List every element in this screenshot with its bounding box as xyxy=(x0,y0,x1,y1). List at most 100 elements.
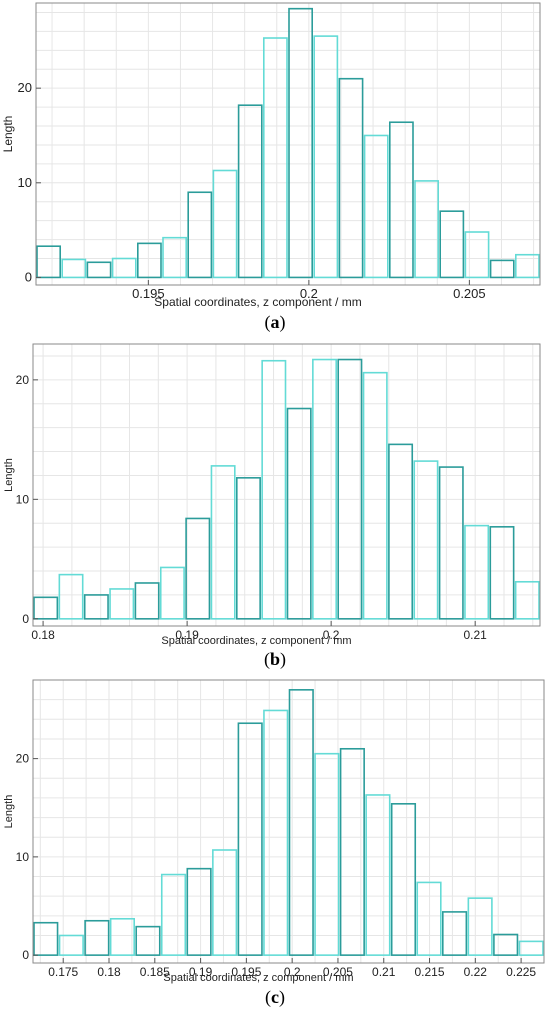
plot-frame xyxy=(32,679,545,964)
histogram-bar xyxy=(286,407,312,620)
bars xyxy=(33,358,540,620)
histogram-bar xyxy=(464,231,490,279)
x-tick-label: 0.19 xyxy=(175,628,199,642)
histogram-bar xyxy=(439,210,465,279)
y-tick-label: 0 xyxy=(25,269,32,284)
x-tick-label: 0.2 xyxy=(284,965,301,979)
histogram-bar xyxy=(388,443,414,620)
x-axis-label: Spatial coordinates, z component / mm xyxy=(161,635,351,647)
histogram-bar xyxy=(416,881,442,956)
histogram-bar xyxy=(338,77,364,279)
histogram-bar xyxy=(514,253,540,279)
histogram-bar xyxy=(312,358,338,620)
y-tick-label: 20 xyxy=(16,752,30,766)
histogram-bar xyxy=(237,104,263,279)
plot-frame xyxy=(32,343,541,627)
y-axis-label: Length xyxy=(3,458,15,492)
histogram-bar xyxy=(33,921,59,956)
histogram-bar xyxy=(137,242,162,279)
histogram-bar xyxy=(84,919,110,956)
chart-panel-b: 0 10 20 0.18 0.19 0.2 0.21 Spatial coordinates,… xyxy=(0,340,550,675)
histogram-bar xyxy=(314,752,340,956)
histogram-bar xyxy=(212,169,238,279)
x-tick-label: 0.205 xyxy=(453,286,486,301)
histogram-bar xyxy=(362,371,388,620)
y-tick-label: 20 xyxy=(18,80,32,95)
panel-label-a: (a) xyxy=(264,312,286,332)
x-tick-label: 0.2 xyxy=(323,628,340,642)
histogram-bar xyxy=(160,873,187,956)
grid xyxy=(36,3,540,285)
x-tick-label: 0.21 xyxy=(464,628,488,642)
histogram-bar xyxy=(111,257,137,279)
histogram-bar xyxy=(493,933,519,956)
histogram-bar xyxy=(58,573,84,620)
x-tick-label: 0.19 xyxy=(189,965,213,979)
x-axis-label: Spatial coordinates, z component / mm xyxy=(163,972,353,984)
y-tick-label: 10 xyxy=(18,175,32,190)
histogram-bar xyxy=(135,925,161,956)
x-tick-label: 0.195 xyxy=(231,965,261,979)
bars xyxy=(33,689,544,956)
x-tick-label: 0.22 xyxy=(464,965,488,979)
histogram-bar xyxy=(339,747,365,956)
histogram-bar xyxy=(212,849,238,956)
grid xyxy=(33,679,545,963)
histogram-bar xyxy=(489,526,515,620)
x-tick-label: 0.18 xyxy=(31,628,55,642)
histogram-bar xyxy=(109,917,136,956)
histogram-bar xyxy=(518,940,544,956)
y-tick-label: 10 xyxy=(16,850,30,864)
histogram-bar xyxy=(413,460,439,620)
histogram-bar xyxy=(61,258,87,279)
y-axis-label: Length xyxy=(1,116,15,153)
histogram-bar xyxy=(185,517,211,620)
histogram-a: 0 10 20 0.195 0.2 0.205 Spatial coordinates, z… xyxy=(1,2,541,309)
plot-frame xyxy=(35,2,541,286)
histogram-bar xyxy=(313,35,339,279)
histogram-bar xyxy=(210,465,236,620)
histogram-bar xyxy=(36,245,62,279)
y-tick-label: 20 xyxy=(16,373,30,387)
x-tick-label: 0.18 xyxy=(97,965,121,979)
x-tick-label: 0.21 xyxy=(372,965,396,979)
histogram-bar xyxy=(237,722,263,956)
histogram-bar xyxy=(464,524,490,620)
histogram-bar xyxy=(261,359,287,620)
histogram-bar xyxy=(438,466,464,620)
histogram-bar xyxy=(337,358,363,620)
x-tick-label: 0.185 xyxy=(140,965,170,979)
histogram-bar xyxy=(388,121,414,279)
x-tick-label: 0.205 xyxy=(323,965,353,979)
histogram-bar xyxy=(162,236,188,279)
x-tick-label: 0.195 xyxy=(132,286,165,301)
x-tick-label: 0.175 xyxy=(48,965,78,979)
histogram-bar xyxy=(109,588,135,620)
histogram-bar xyxy=(86,261,112,279)
bars xyxy=(36,7,540,279)
x-axis-label: Spatial coordinates, z component / mm xyxy=(154,295,361,309)
panel-label-c: (c) xyxy=(265,987,285,1007)
x-tick-label: 0.2 xyxy=(300,286,318,301)
histogram-bar xyxy=(187,191,213,279)
histogram-bar xyxy=(58,934,84,956)
histogram-bar xyxy=(159,566,185,620)
y-tick-label: 0 xyxy=(22,948,29,962)
histogram-bar xyxy=(467,897,493,956)
y-tick-label: 10 xyxy=(16,492,30,506)
histogram-bar xyxy=(134,582,160,620)
histogram-b: 0 10 20 0.18 0.19 0.2 0.21 Spatial coordinates,… xyxy=(3,343,541,647)
histogram-bar xyxy=(514,580,540,620)
histogram-bar xyxy=(262,37,288,279)
histogram-c: 0 10 20 0.175 0.18 0.185 0.19 0.195 0.2 0.205 0.21… xyxy=(3,679,545,984)
chart-panel-a: 0 10 20 0.195 0.2 0.205 Spatial coordinates, z… xyxy=(0,0,550,340)
histogram-bar xyxy=(288,7,314,279)
histogram-bar xyxy=(414,180,440,279)
histogram-bar xyxy=(83,594,109,620)
histogram-bar xyxy=(441,911,468,956)
histogram-bar xyxy=(263,709,289,956)
y-axis-label: Length xyxy=(3,795,15,829)
chart-panel-c: 0 10 20 0.175 0.18 0.185 0.19 0.195 0.2 0.205 0.21… xyxy=(0,675,550,1014)
histogram-bar xyxy=(365,794,391,956)
histogram-bar xyxy=(390,803,417,956)
